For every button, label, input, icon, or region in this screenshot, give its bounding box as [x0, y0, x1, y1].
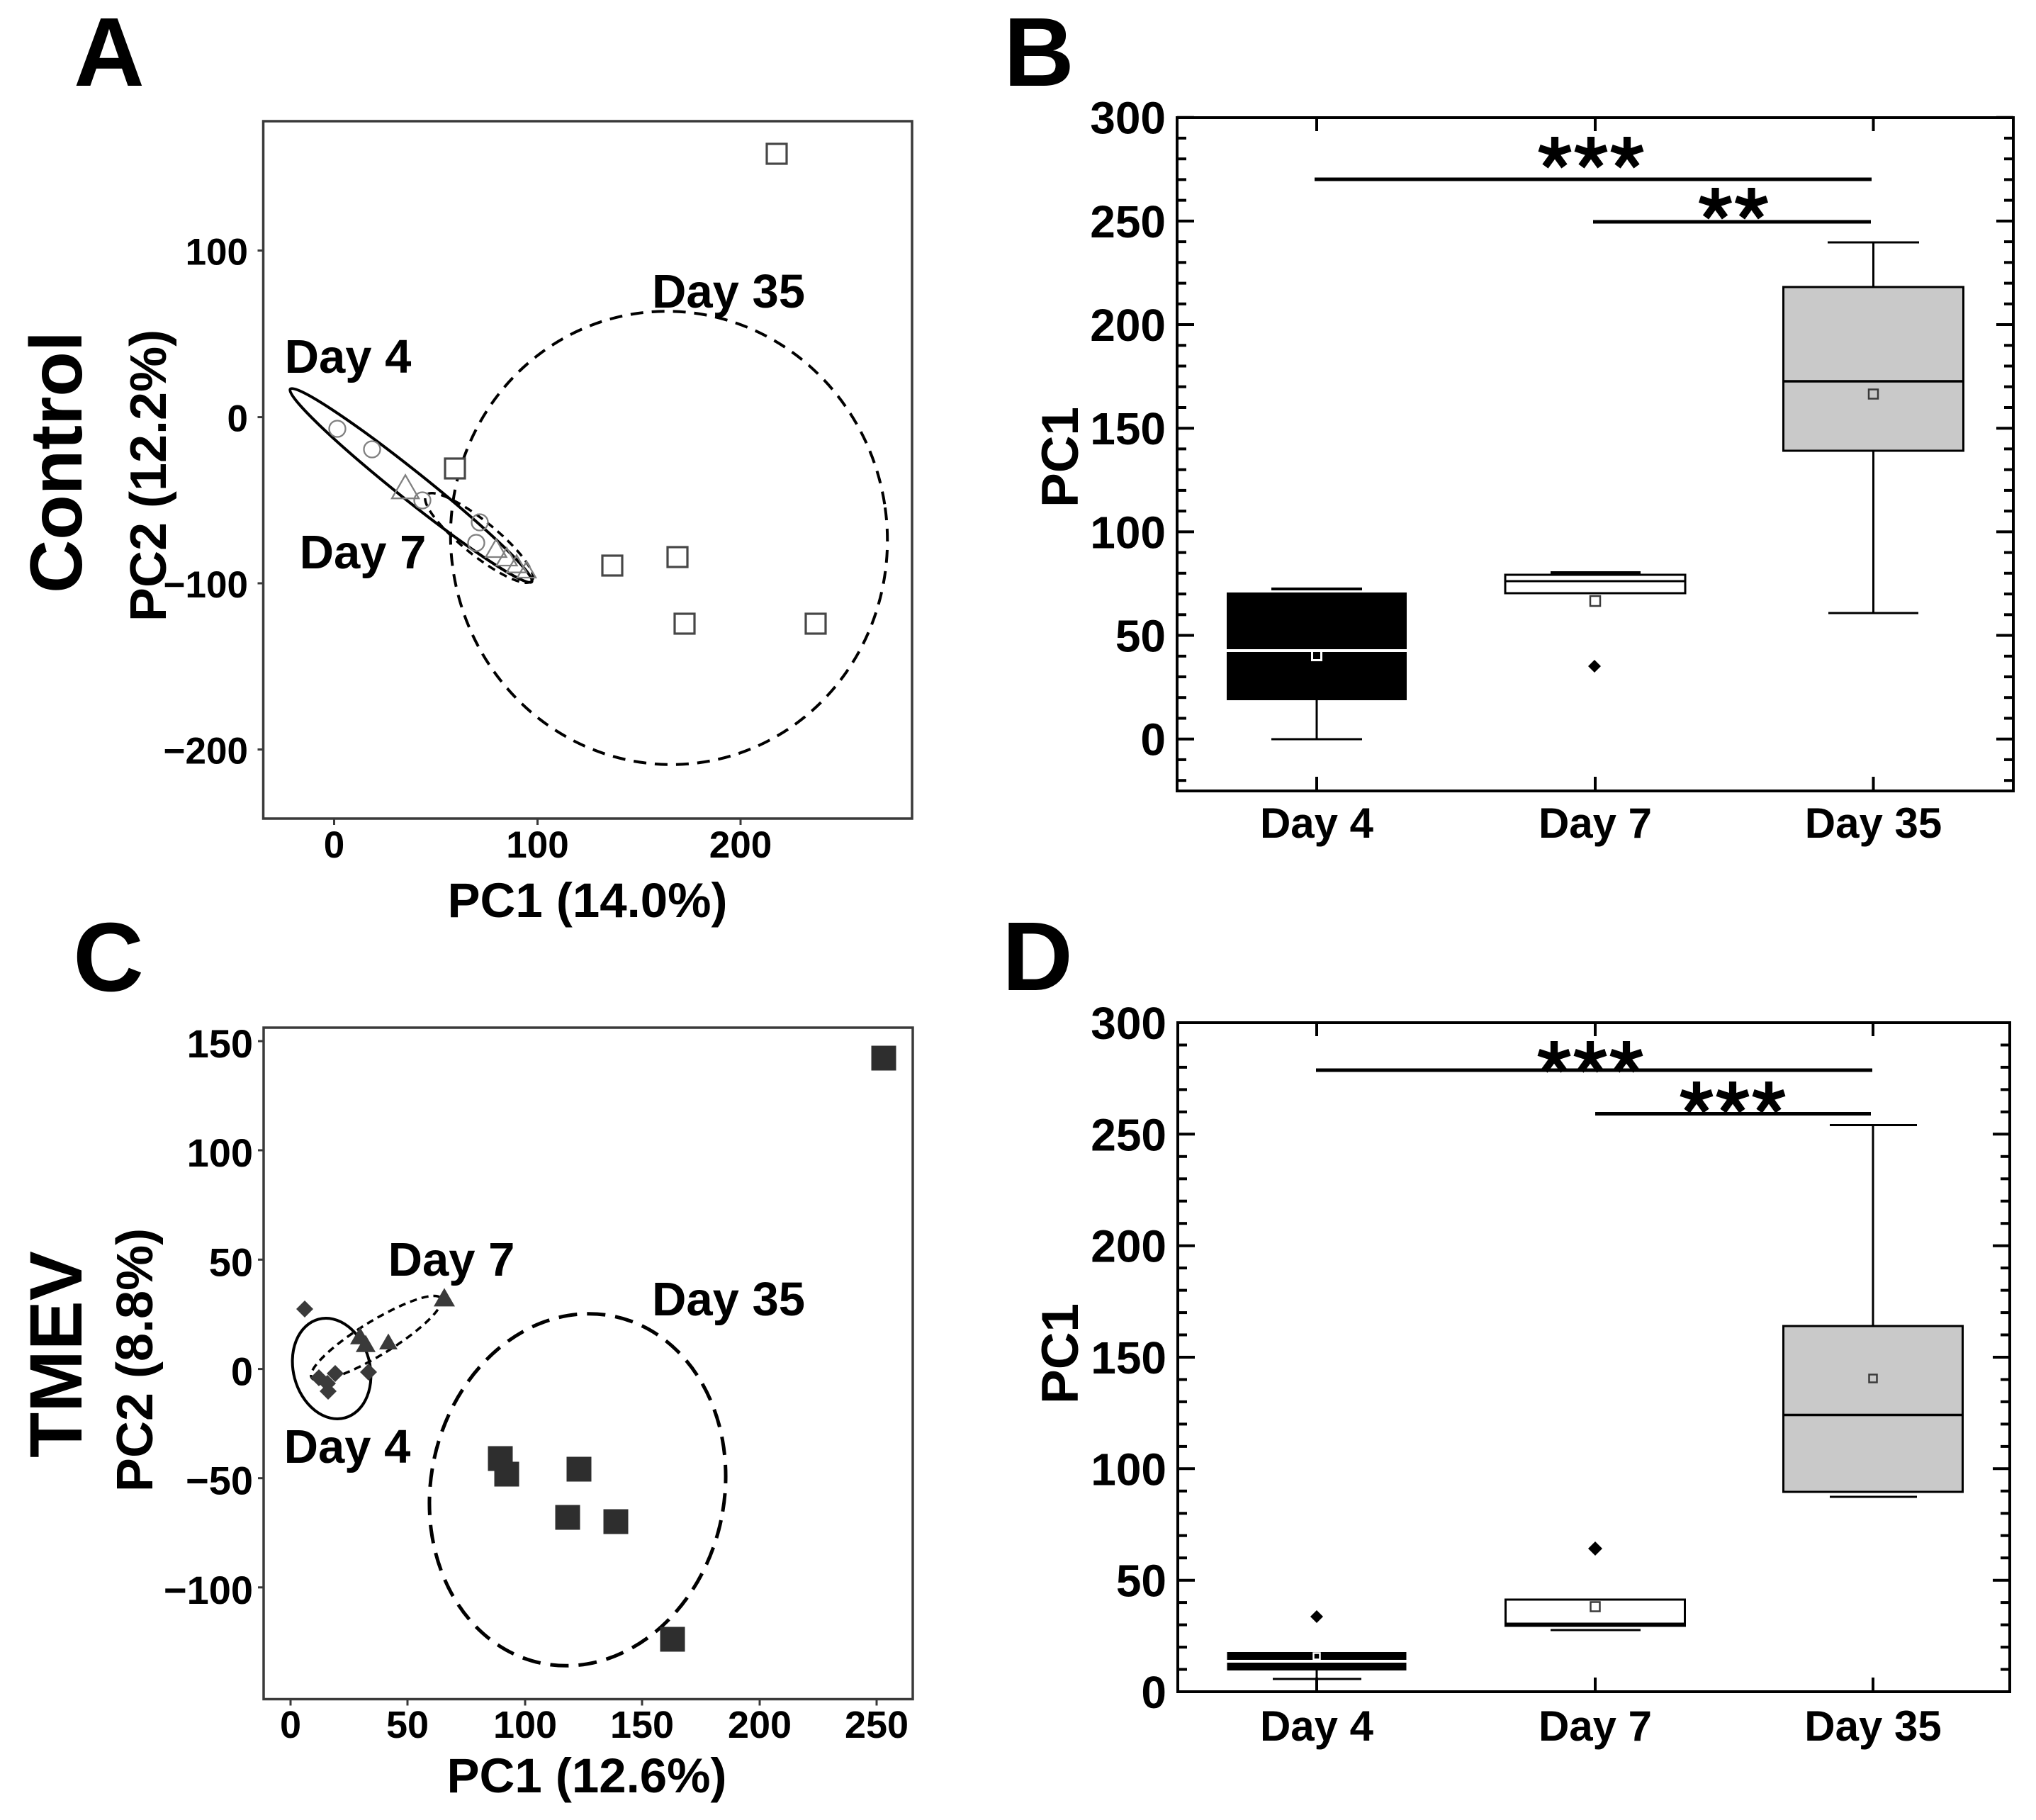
svg-text:50: 50 — [386, 1704, 429, 1746]
svg-text:Day 7: Day 7 — [1539, 1702, 1652, 1750]
svg-text:Day 7: Day 7 — [300, 526, 427, 579]
svg-text:PC2 (8.8%): PC2 (8.8%) — [107, 1228, 164, 1492]
svg-text:Day 4: Day 4 — [1260, 1702, 1374, 1750]
svg-text:−100: −100 — [164, 1568, 253, 1612]
svg-text:100: 100 — [506, 824, 568, 866]
svg-text:−50: −50 — [186, 1459, 253, 1503]
svg-text:250: 250 — [1090, 196, 1166, 247]
svg-text:250: 250 — [845, 1704, 909, 1746]
svg-text:PC1 (14.0%): PC1 (14.0%) — [448, 873, 728, 928]
svg-text:100: 100 — [493, 1704, 557, 1746]
svg-text:Day 7: Day 7 — [1539, 799, 1652, 847]
svg-text:Day 35: Day 35 — [652, 265, 805, 318]
svg-text:PC1: PC1 — [1032, 1303, 1089, 1404]
svg-text:0: 0 — [324, 824, 344, 866]
svg-text:Control: Control — [16, 331, 98, 593]
svg-text:200: 200 — [1091, 1221, 1166, 1272]
svg-text:Day 7: Day 7 — [388, 1233, 515, 1286]
svg-text:50: 50 — [1115, 611, 1166, 662]
svg-text:B: B — [1003, 0, 1074, 107]
svg-text:Day 35: Day 35 — [652, 1273, 805, 1326]
svg-text:0: 0 — [1140, 714, 1166, 765]
svg-text:D: D — [1002, 902, 1073, 1011]
svg-text:150: 150 — [1091, 1332, 1166, 1383]
svg-text:200: 200 — [1090, 300, 1166, 351]
svg-text:−200: −200 — [164, 731, 248, 773]
svg-text:Day 35: Day 35 — [1805, 799, 1942, 847]
svg-text:0: 0 — [280, 1704, 301, 1746]
svg-text:150: 150 — [610, 1704, 674, 1746]
svg-text:150: 150 — [187, 1021, 253, 1066]
svg-text:250: 250 — [1091, 1109, 1166, 1160]
svg-text:PC1: PC1 — [1032, 407, 1089, 507]
svg-text:C: C — [73, 903, 144, 1012]
svg-text:Day 4: Day 4 — [285, 330, 412, 383]
svg-text:50: 50 — [209, 1240, 253, 1284]
svg-text:200: 200 — [709, 824, 772, 866]
svg-text:100: 100 — [187, 1130, 253, 1175]
svg-text:−100: −100 — [164, 564, 248, 606]
svg-text:0: 0 — [227, 398, 248, 440]
svg-text:50: 50 — [1116, 1556, 1166, 1607]
svg-text:100: 100 — [186, 232, 248, 274]
svg-text:A: A — [74, 0, 145, 107]
svg-text:Day 35: Day 35 — [1804, 1702, 1941, 1750]
svg-text:100: 100 — [1090, 507, 1166, 558]
svg-text:PC1 (12.6%): PC1 (12.6%) — [447, 1748, 727, 1803]
svg-text:0: 0 — [231, 1349, 253, 1394]
svg-text:100: 100 — [1091, 1444, 1166, 1495]
svg-text:200: 200 — [728, 1704, 792, 1746]
svg-text:TMEV: TMEV — [15, 1251, 98, 1458]
svg-text:150: 150 — [1090, 403, 1166, 454]
svg-text:Day 4: Day 4 — [1260, 799, 1374, 847]
svg-text:300: 300 — [1091, 998, 1166, 1049]
svg-text:0: 0 — [1141, 1667, 1166, 1718]
svg-text:Day 4: Day 4 — [284, 1420, 411, 1473]
svg-text:300: 300 — [1090, 93, 1166, 144]
svg-text:PC2 (12.2%): PC2 (12.2%) — [120, 330, 177, 622]
